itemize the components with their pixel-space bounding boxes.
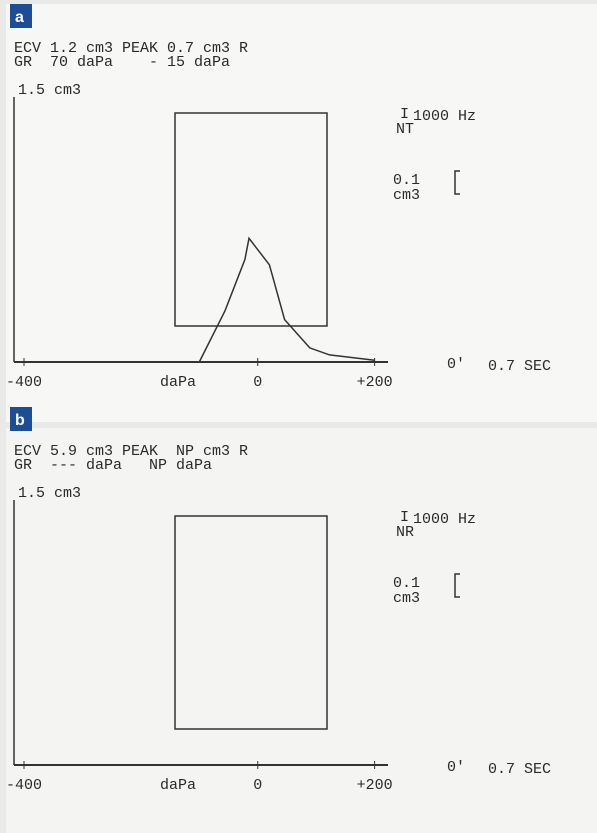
x-tick-label: 0: [253, 777, 262, 794]
scale-unit: cm3: [393, 590, 420, 607]
x-axis-label: daPa: [160, 777, 196, 794]
time-start: 0': [447, 759, 465, 776]
probe-mode: NR: [396, 524, 414, 541]
probe-frequency: 1000 Hz: [413, 108, 476, 125]
y-axis-label: 1.5 cm3: [18, 485, 81, 502]
panel-label: b: [15, 412, 25, 429]
x-tick-label: -400: [6, 374, 42, 391]
x-tick-label: +200: [357, 777, 393, 794]
probe-frequency: 1000 Hz: [413, 511, 476, 528]
time-end: 0.7 SEC: [488, 358, 551, 375]
time-end: 0.7 SEC: [488, 761, 551, 778]
probe-mode: NT: [396, 121, 414, 138]
time-start: 0': [447, 356, 465, 373]
header-line: GR --- daPa NP daPa: [14, 457, 212, 474]
x-tick-label: 0: [253, 374, 262, 391]
tympanogram-photo: aECV 1.2 cm3 PEAK 0.7 cm3 RGR 70 daPa - …: [0, 0, 597, 833]
panel-label: a: [15, 9, 24, 26]
x-tick-label: -400: [6, 777, 42, 794]
header-line: GR 70 daPa - 15 daPa: [14, 54, 230, 71]
x-axis-label: daPa: [160, 374, 196, 391]
y-axis-label: 1.5 cm3: [18, 82, 81, 99]
scale-unit: cm3: [393, 187, 420, 204]
x-tick-label: +200: [357, 374, 393, 391]
